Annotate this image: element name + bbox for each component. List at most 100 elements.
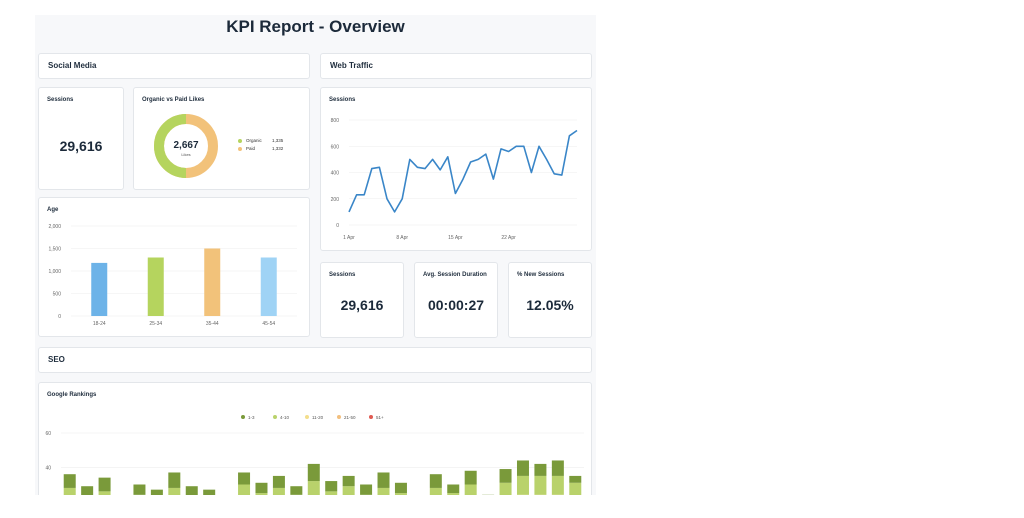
legend-dot-icon [369, 415, 373, 419]
ranking-bar-segment [464, 484, 477, 495]
ranking-bar-segment [272, 487, 285, 495]
x-tick-label: 35-44 [206, 321, 219, 327]
legend-organic: Organic 1,335 [238, 138, 283, 143]
age-bar [91, 262, 108, 316]
age-bar-chart: 0 500 1,000 1,500 2,000 18-24 25-34 35-44 45-54 [48, 224, 297, 327]
ranking-bar-segment [569, 475, 582, 483]
age-card: Age 0 500 1,000 1,500 2,000 18-24 25-34 35-44 45… [38, 197, 310, 337]
ranking-bar-segment [499, 469, 512, 483]
ranking-bar-segment [551, 460, 564, 476]
section-title: SEO [48, 355, 65, 364]
ranking-bar-segment [307, 481, 320, 495]
legend-label: 51+ [376, 415, 384, 420]
sessions-line [348, 129, 578, 213]
donut-organic-slice [154, 114, 187, 178]
likes-donut-chart: 2,667 Likes [154, 114, 218, 178]
ranking-bar-segment [447, 484, 460, 494]
google-rankings-card: Google Rankings 1-3 4-10 11-20 21-50 51+ 20 40… [38, 382, 592, 495]
legend-label: 21-50 [344, 415, 356, 420]
y-tick-label: 400 [331, 171, 340, 177]
ranking-bar-segment [325, 491, 338, 495]
ranking-bar-segment [325, 481, 338, 492]
y-tick-label: 0 [58, 314, 61, 320]
ranking-bar-segment [150, 489, 163, 495]
ranking-bar-segment [168, 487, 181, 495]
legend-value: 1,332 [272, 146, 284, 151]
legend-dot-icon [337, 415, 341, 419]
legend-label: 11-20 [312, 415, 324, 420]
x-tick-label: 18-24 [93, 321, 106, 327]
ranking-bar-segment [272, 475, 285, 488]
legend-dot-icon [241, 415, 245, 419]
legend-dot-icon [305, 415, 309, 419]
x-tick-label: 45-54 [262, 321, 275, 327]
y-tick-label: 1,000 [48, 269, 61, 275]
section-social-media[interactable]: Social Media [38, 53, 310, 79]
age-bar [260, 257, 277, 316]
age-bar [147, 257, 164, 316]
ranking-bar-segment [133, 484, 146, 495]
ranking-bar-segment [63, 474, 76, 488]
ranking-bar-segment [429, 487, 442, 495]
report-title: KPI Report - Overview [226, 17, 405, 36]
section-seo[interactable]: SEO [38, 347, 592, 373]
y-tick-label: 800 [331, 118, 340, 124]
ranking-bar-segment [238, 472, 251, 485]
section-web-traffic[interactable]: Web Traffic [320, 53, 592, 79]
y-tick-label: 500 [53, 292, 62, 298]
y-tick-label: 1,500 [48, 247, 61, 253]
legend-label: Paid [246, 146, 256, 151]
ranking-bar-segment [534, 475, 547, 495]
organic-dot-icon [238, 138, 242, 143]
new-sessions-kpi: % New Sessions 12.05% [508, 262, 592, 338]
y-tick-label: 600 [331, 144, 340, 150]
ranking-bar-segment [98, 491, 111, 495]
web-sessions-card: Sessions 0 200 400 600 800 1 Apr 8 Apr 15 Apr 22… [320, 87, 592, 251]
sessions-line-chart: 0 200 400 600 800 1 Apr 8 Apr 15 Apr 22 Apr [331, 118, 578, 241]
ranking-bar-segment [377, 472, 390, 488]
ranking-bar-segment [499, 482, 512, 495]
ranking-bar-segment [255, 482, 268, 494]
legend-value: 1,335 [272, 138, 284, 143]
ranking-bar-segment [168, 472, 181, 488]
x-tick-label: 25-34 [149, 321, 162, 327]
ranking-bar-segment [342, 486, 355, 495]
y-tick-label: 60 [45, 431, 51, 437]
ranking-bar-segment [516, 460, 529, 476]
card-title: Sessions [47, 97, 74, 103]
ranking-bar-segment [429, 474, 442, 488]
x-tick-label: 15 Apr [448, 235, 463, 241]
card-title: Organic vs Paid Likes [142, 97, 205, 103]
legend-label: Organic [246, 138, 262, 143]
card-title: Avg. Session Duration [423, 272, 487, 278]
ranking-bar-segment [81, 486, 94, 495]
social-sessions-card: Sessions 29,616 [38, 87, 124, 190]
card-title: Age [47, 207, 59, 213]
kpi-value: 00:00:27 [427, 297, 485, 313]
section-title: Social Media [48, 61, 97, 70]
ranking-bar-segment [534, 463, 547, 476]
section-title: Web Traffic [330, 61, 373, 70]
ranking-bar-segment [360, 484, 373, 495]
ranking-bar-segment [516, 475, 529, 495]
ranking-bar-segment [569, 482, 582, 495]
ranking-bar-segment [307, 463, 320, 482]
sessions-value: 29,616 [59, 138, 103, 154]
avg-session-duration-kpi: Avg. Session Duration 00:00:27 [414, 262, 498, 338]
x-tick-label: 1 Apr [343, 235, 355, 241]
ranking-bar-segment [238, 484, 251, 495]
ranking-bar-segment [98, 477, 111, 492]
paid-dot-icon [238, 146, 242, 151]
legend-paid: Paid 1,332 [238, 146, 283, 151]
ranking-bar-segment [203, 489, 216, 495]
y-tick-label: 200 [331, 197, 340, 203]
legend-label: 4-10 [280, 415, 290, 420]
age-bar [204, 248, 221, 316]
ranking-bar-segment [551, 475, 564, 495]
card-title: Sessions [329, 272, 356, 278]
card-title: Google Rankings [47, 392, 97, 398]
ranking-bar-segment [63, 487, 76, 495]
legend-dot-icon [273, 415, 277, 419]
y-tick-label: 0 [336, 223, 339, 229]
